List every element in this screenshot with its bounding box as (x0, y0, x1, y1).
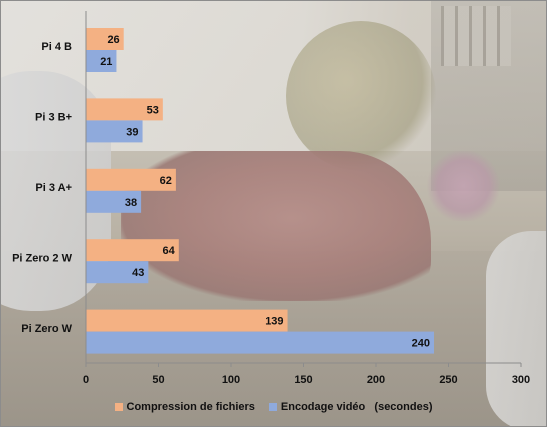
background-window (441, 6, 511, 66)
x-tick-label-250: 250 (439, 374, 457, 386)
x-tick-label-200: 200 (367, 374, 385, 386)
value-label-pi-3-b-series-1: 53 (147, 104, 159, 116)
bar-pi-zero-2-w-series-2 (86, 261, 149, 284)
bar-pi-zero-w-series-2 (86, 331, 434, 354)
background-flowers (426, 151, 501, 221)
x-tick-label-100: 100 (222, 374, 240, 386)
bar-pi-3-a-series-1 (86, 168, 176, 191)
value-label-pi-zero-2-w-series-1: 64 (163, 245, 176, 257)
value-labels-layer: Pi 4 B 26 21 Pi 3 B+ 53 39 Pi 3 A+ 62 38 Pi Zero … (12, 34, 430, 350)
value-label-pi-3-b-series-2: 39 (126, 126, 138, 138)
legend-swatch-compression (114, 403, 123, 411)
x-tick-label-0: 0 (83, 374, 89, 386)
x-tick-label-300: 300 (512, 374, 530, 386)
value-label-pi-zero-w-series-1: 139 (265, 316, 283, 328)
x-tick-label-50: 50 (152, 374, 164, 386)
bar-pi-4-b-series-2 (86, 50, 117, 72)
x-tick-label-150: 150 (294, 374, 312, 386)
bar-pi-3-a-series-2 (86, 190, 142, 213)
bar-pi-zero-2-w-series-1 (86, 239, 179, 262)
background-white-car-right (486, 231, 546, 426)
axes-layer: 0 50 100 150 200 250 300 (83, 11, 530, 386)
value-label-pi-4-b-series-2: 21 (100, 56, 112, 68)
category-label-pi-4-b: Pi 4 B (41, 41, 72, 53)
legend-label-compression: Compression de fichiers (126, 401, 255, 413)
value-label-pi-zero-w-series-2: 240 (412, 338, 430, 350)
category-label-pi-zero-w: Pi Zero W (21, 323, 72, 335)
category-label-pi-zero-2-w: Pi Zero 2 W (12, 252, 73, 264)
category-label-pi-3-b: Pi 3 B+ (35, 112, 72, 124)
value-label-pi-4-b-series-1: 26 (107, 34, 119, 46)
bar-pi-4-b-series-1 (86, 28, 124, 50)
value-label-pi-zero-2-w-series-2: 43 (132, 267, 144, 279)
category-label-pi-3-a: Pi 3 A+ (35, 182, 72, 194)
legend: Compression de fichiers Encodage vidéo (… (1, 399, 546, 415)
legend-item-compression: Compression de fichiers (114, 401, 255, 413)
bar-pi-3-b-series-2 (86, 120, 143, 143)
bar-pi-3-b-series-1 (86, 98, 163, 121)
value-label-pi-3-a-series-2: 38 (125, 197, 137, 209)
legend-label-encodage: Encodage vidéo (secondes) (280, 401, 433, 413)
background-tree (286, 21, 436, 171)
value-label-pi-3-a-series-1: 62 (160, 175, 172, 187)
legend-swatch-encodage (268, 403, 277, 411)
bar-pi-zero-w-series-1 (86, 309, 288, 332)
bars-layer (86, 28, 434, 354)
legend-item-encodage: Encodage vidéo (secondes) (268, 401, 433, 413)
